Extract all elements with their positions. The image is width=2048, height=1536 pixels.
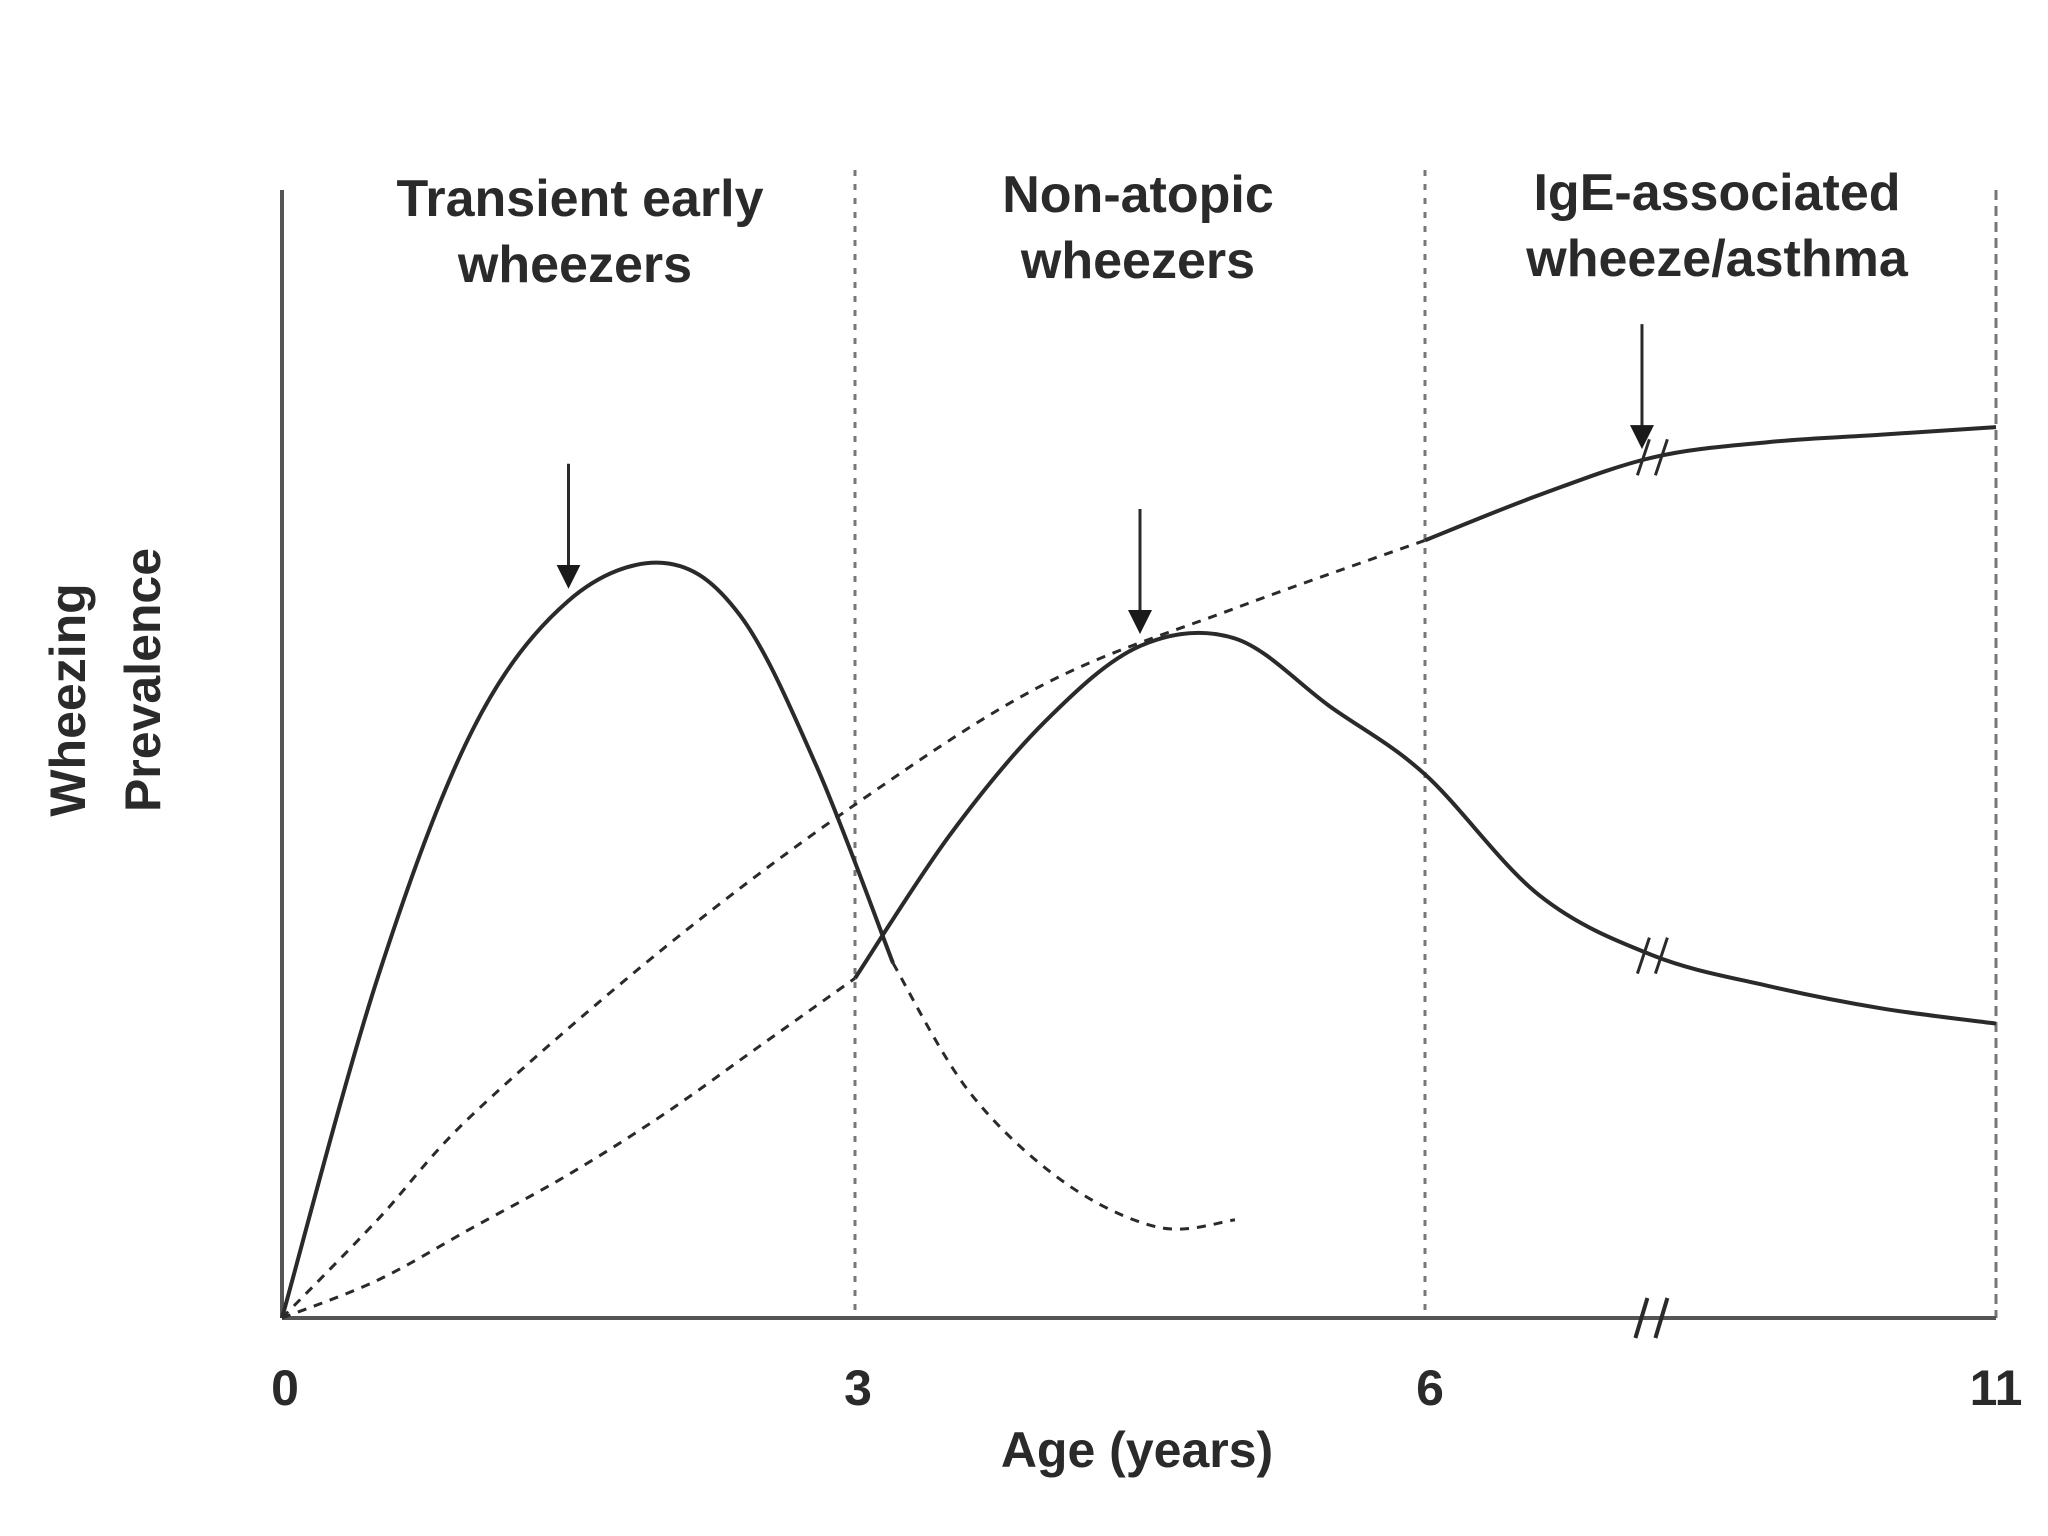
series-non_atopic-dashed [281,977,856,1320]
series-non_atopic-break-mark-2 [1653,937,1669,975]
phase-dividers [853,170,1998,1318]
series-ige-solid [1424,425,1997,543]
y-axis-title-line1: Wheezing [40,583,96,816]
phase-label-transient-line2: wheezers [457,236,692,294]
x-tick-label-6: 6 [1416,1360,1444,1416]
series-transient-dashed [891,962,1236,1231]
x-tick-label-0: 0 [271,1360,299,1416]
series-non_atopic-break-mark-1 [1635,937,1651,975]
x-axis-break-mark-2 [1653,1297,1670,1339]
phase-label-nonatopic-line1: Non-atopic [1002,166,1274,224]
axes [280,190,1996,1339]
phase-label-ige-line2: wheeze/asthma [1525,230,1909,288]
phase-label-transient-line1: Transient early [396,170,763,228]
phase-labels: Transient early wheezers Non-atopic whee… [396,164,1908,294]
series-ige-break-mark-2 [1653,438,1669,476]
y-axis-title-line2: Prevalence [115,548,171,812]
series-transient-solid [280,560,895,1319]
series-ige-break-mark-1 [1635,438,1651,476]
phase-label-ige-line1: IgE-associated [1533,164,1900,222]
x-tick-labels: 0 3 6 11 [271,1360,2022,1416]
x-tick-label-11: 11 [1970,1360,2023,1416]
x-tick-label-3: 3 [844,1360,872,1416]
series-layer [280,425,1997,1320]
x-axis-break-mark-1 [1633,1297,1650,1339]
x-axis-title: Age (years) [1001,1422,1273,1478]
marks-layer [556,324,1669,975]
phase-label-nonatopic-line2: wheezers [1020,232,1255,290]
series-ige-dashed [280,538,1426,1320]
series-non_atopic-solid [853,630,1997,1026]
